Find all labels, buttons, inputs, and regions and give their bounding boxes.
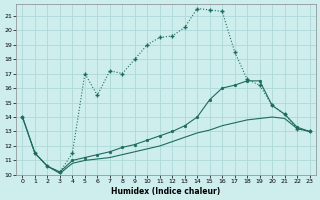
X-axis label: Humidex (Indice chaleur): Humidex (Indice chaleur)	[111, 187, 221, 196]
